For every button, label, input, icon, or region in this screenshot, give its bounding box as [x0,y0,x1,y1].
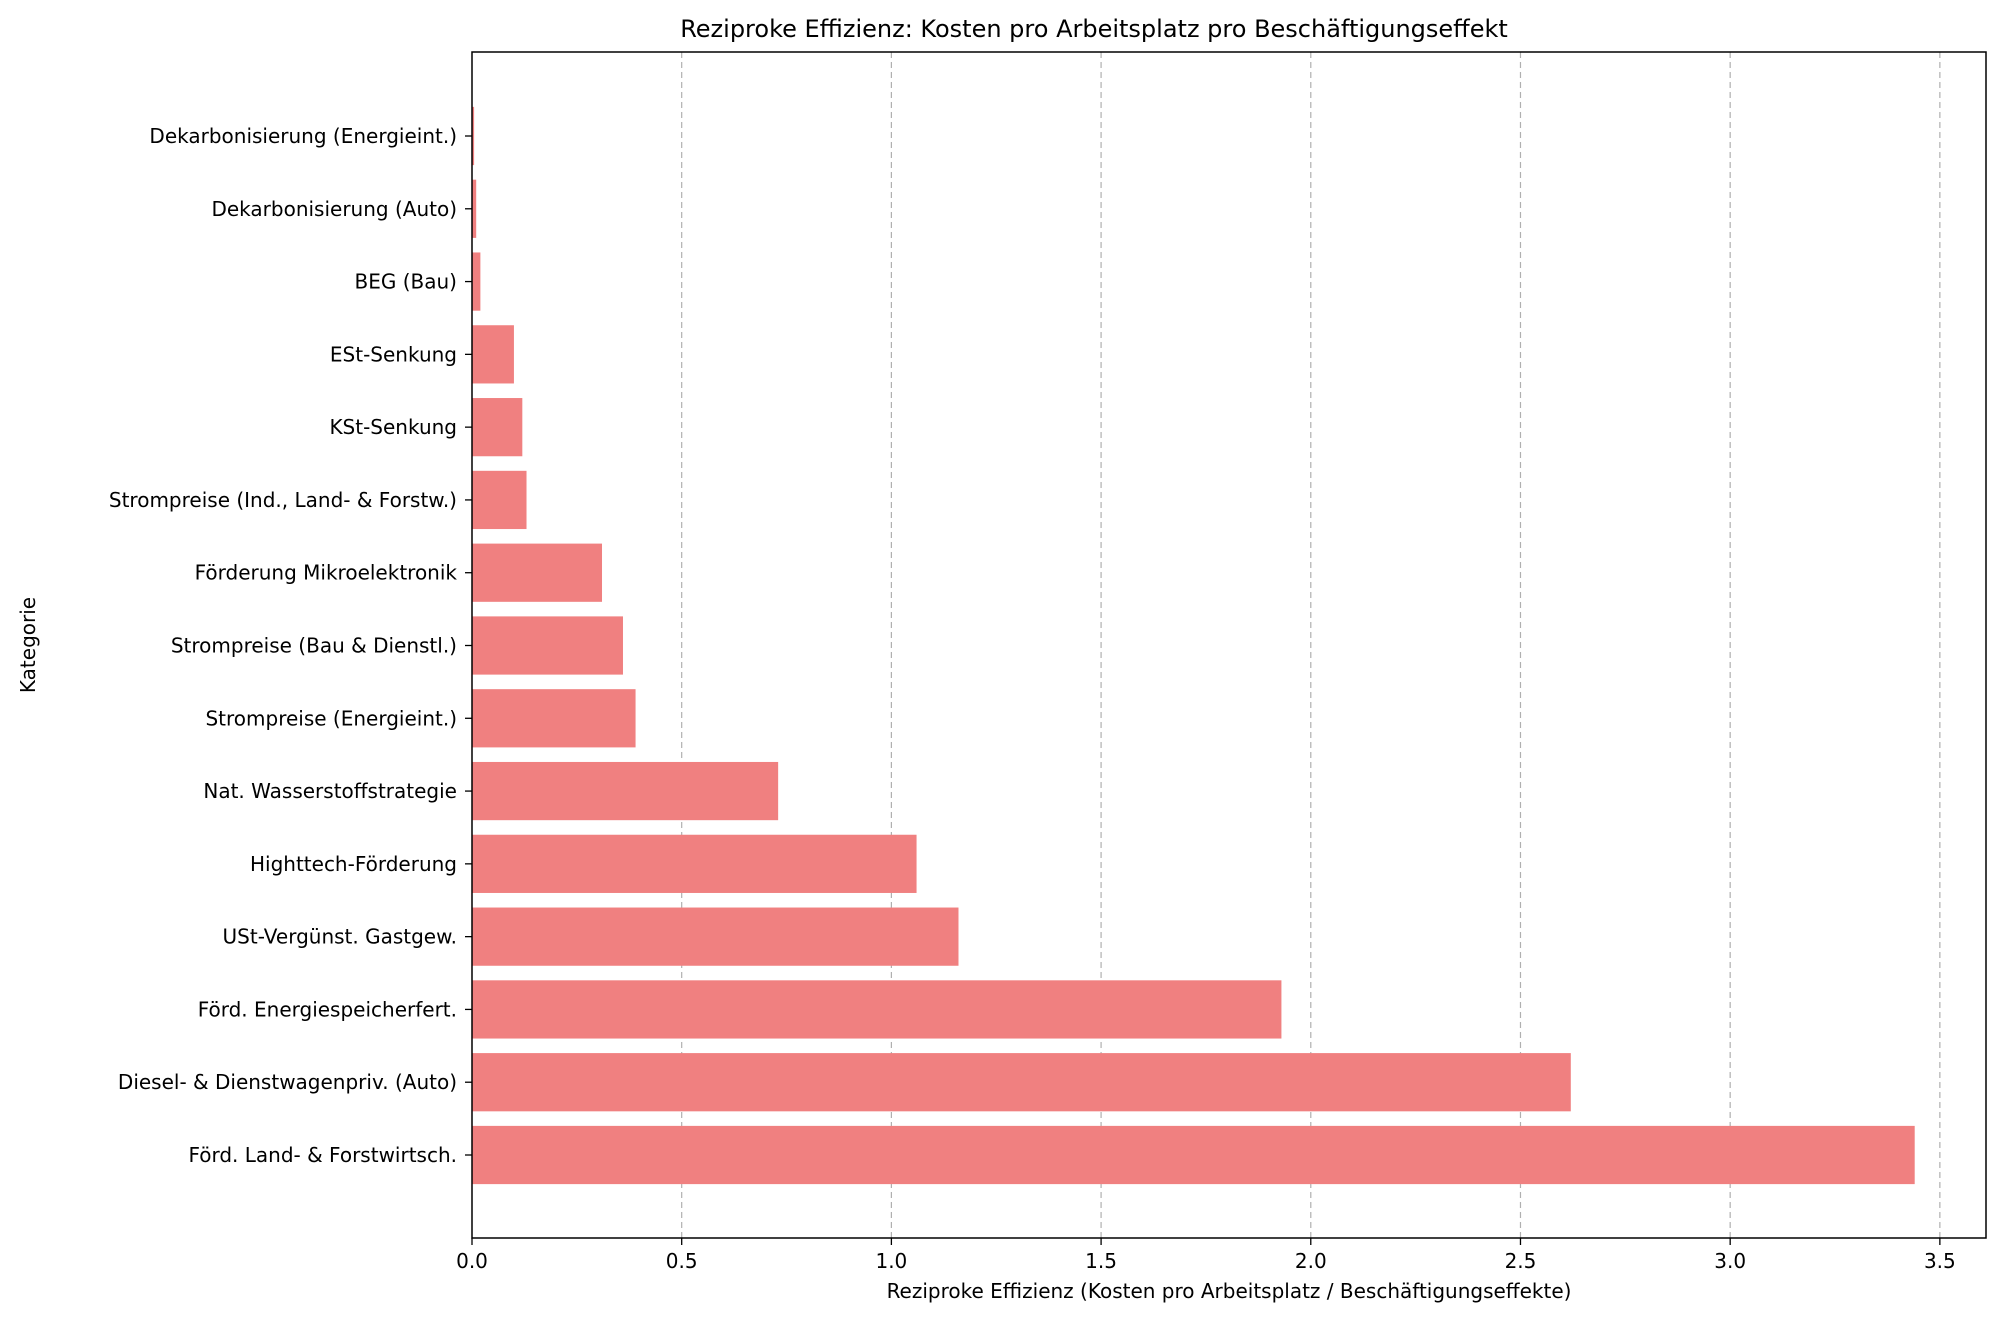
y-tick-label: Diesel- & Dienstwagenpriv. (Auto) [118,1070,457,1094]
gridlines [681,52,1941,1238]
y-tick-label: KSt-Senkung [329,415,457,439]
x-ticks: 0.0 0.5 1.0 1.5 2.0 2.5 3.0 3.5 [456,1238,1956,1273]
x-tick-label: 2.5 [1505,1249,1537,1273]
x-tick-label: 3.0 [1714,1249,1746,1273]
y-tick-label: Förd. Land- & Forstwirtsch. [188,1143,457,1167]
bar [472,834,917,893]
bars [472,106,1915,1185]
x-tick-label: 1.0 [875,1249,907,1273]
y-tick-label: Strompreise (Ind., Land- & Forstw.) [109,488,457,512]
y-tick-label: Nat. Wasserstoffstrategie [203,779,457,803]
y-tick-label: USt-Vergünst. Gastgew. [223,925,457,949]
y-tick-label: Strompreise (Energieint.) [205,706,457,730]
bar [472,689,636,748]
bar [472,616,623,675]
chart-title: Reziproke Effizienz: Kosten pro Arbeitsp… [680,15,1508,43]
x-tick-label: 3.5 [1924,1249,1956,1273]
y-tick-label: Förderung Mikroelektronik [195,561,458,585]
y-tick-label: Dekarbonisierung (Energieint.) [149,124,457,148]
y-tick-label: Strompreise (Bau & Dienstl.) [171,634,457,658]
bar [472,470,527,530]
bar [472,980,1282,1039]
x-tick-label: 0.0 [456,1249,488,1273]
y-tick-label: BEG (Bau) [355,270,457,294]
bar [472,106,475,166]
bar [472,1053,1571,1112]
bar [472,907,959,966]
y-tick-label: Dekarbonisierung (Auto) [211,197,457,221]
y-tick-label: Highttech-Förderung [250,852,457,876]
bar [472,398,523,457]
bar [472,325,514,384]
y-axis-label: Kategorie [16,597,40,693]
x-tick-label: 2.0 [1295,1249,1327,1273]
bar [472,761,779,821]
y-tick-label: ESt-Senkung [330,342,457,366]
bar [472,179,477,238]
x-tick-label: 0.5 [666,1249,698,1273]
y-ticks: Förd. Land- & Forstwirtsch. Diesel- & Die… [109,124,472,1167]
x-tick-label: 1.5 [1085,1249,1117,1273]
bar [472,1125,1915,1185]
y-tick-label: Förd. Energiespeicherfert. [198,997,457,1021]
bar [472,543,603,602]
x-axis-label: Reziproke Effizienz (Kosten pro Arbeitsp… [887,1279,1572,1303]
bar [472,252,481,311]
